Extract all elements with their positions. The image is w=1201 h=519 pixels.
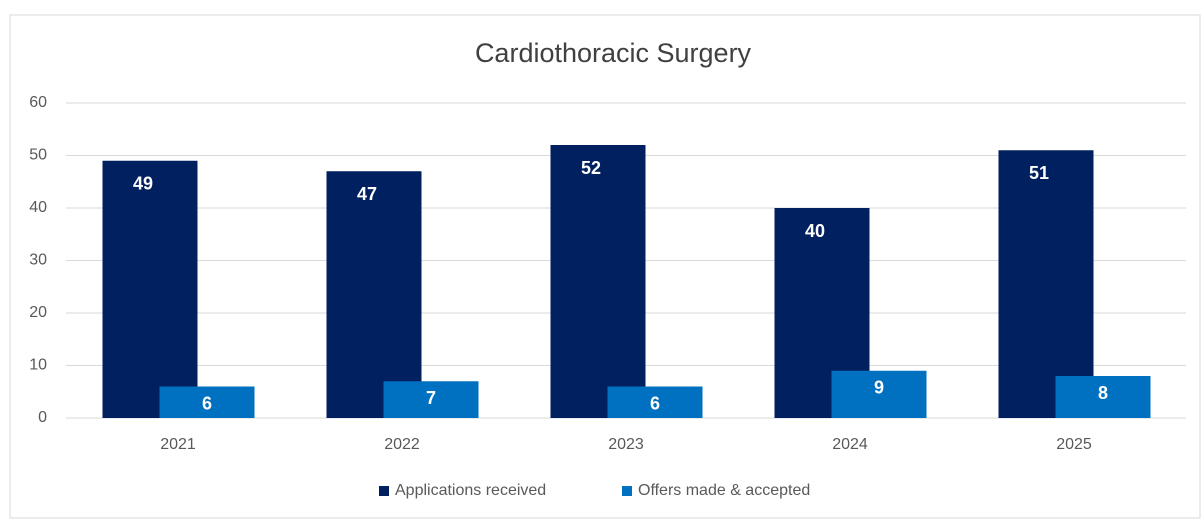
bar [998,150,1094,418]
y-tick-label: 50 [29,147,47,164]
x-tick-label: 2021 [160,436,196,453]
x-tick-label: 2023 [608,436,644,453]
x-tick-label: 2025 [1056,436,1092,453]
data-label: 49 [133,174,153,194]
data-label: 9 [874,378,884,398]
bar [383,381,479,418]
x-tick-label: 2024 [832,436,868,453]
chart-title: Cardiothoracic Surgery [475,38,752,68]
legend-swatch [622,486,632,496]
bar [326,171,422,418]
legend-label: Offers made & accepted [638,482,810,499]
y-tick-label: 60 [29,94,47,111]
data-label: 40 [805,221,825,241]
data-label: 47 [357,184,377,204]
bar [102,160,198,418]
bar [550,145,646,418]
legend-label: Applications received [395,482,546,499]
y-tick-label: 40 [29,199,47,216]
y-tick-label: 20 [29,304,47,321]
bar [1055,376,1151,418]
y-tick-label: 0 [38,409,47,426]
data-label: 51 [1029,163,1049,183]
x-tick-label: 2022 [384,436,420,453]
data-label: 8 [1098,383,1108,403]
bar [831,370,927,418]
legend-swatch [379,486,389,496]
data-label: 6 [650,393,660,413]
bar [159,386,255,418]
data-label: 6 [202,393,212,413]
bar [607,386,703,418]
data-label: 7 [426,388,436,408]
y-tick-label: 10 [29,357,47,374]
data-label: 52 [581,158,601,178]
y-tick-label: 30 [29,252,47,269]
